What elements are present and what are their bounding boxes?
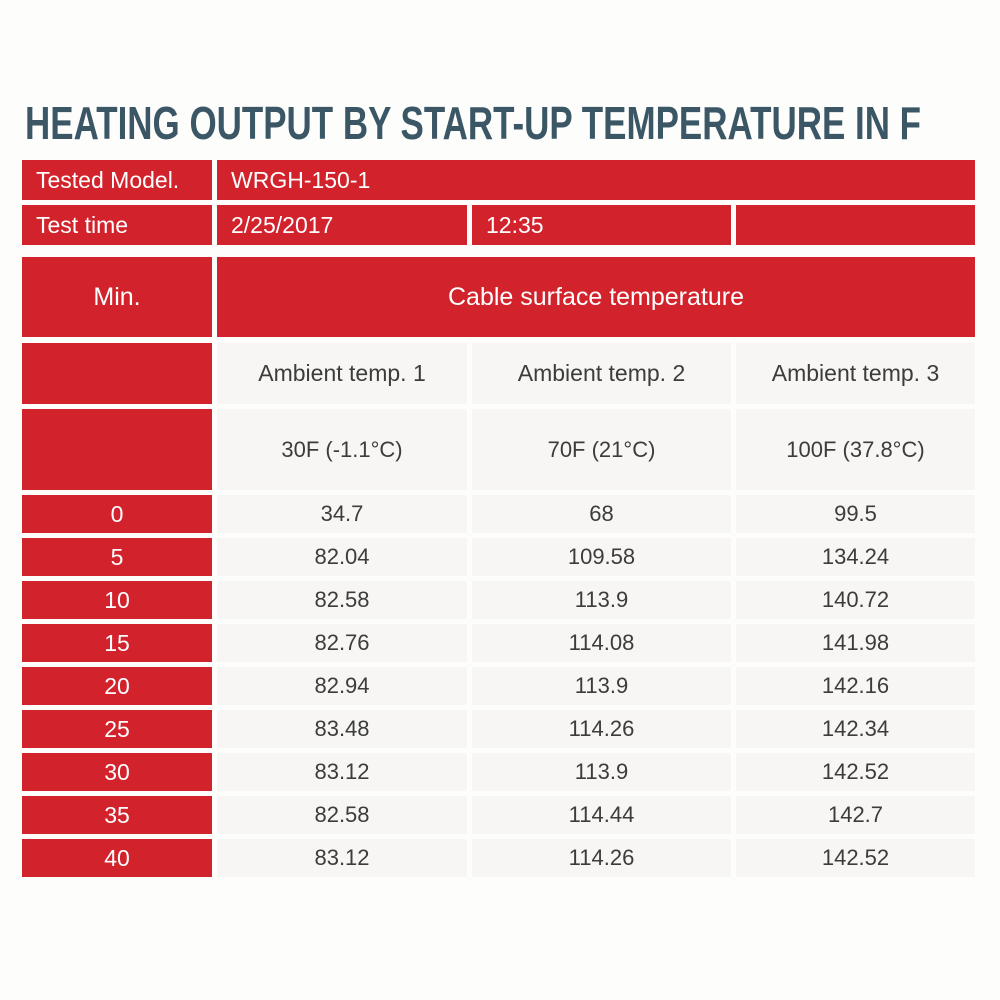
row-value: 34.7 bbox=[217, 495, 467, 533]
row-value: 109.58 bbox=[472, 538, 731, 576]
row-value: 113.9 bbox=[472, 667, 731, 705]
table-row: 35 82.58 114.44 142.7 bbox=[22, 796, 975, 834]
row-value: 134.24 bbox=[736, 538, 975, 576]
col-header-ambient-3: Ambient temp. 3 bbox=[736, 343, 975, 404]
table-row: 40 83.12 114.26 142.52 bbox=[22, 839, 975, 877]
row-min: 35 bbox=[22, 796, 212, 834]
row-min: 10 bbox=[22, 581, 212, 619]
min-spacer-cell-1 bbox=[22, 343, 212, 404]
table-row: 5 82.04 109.58 134.24 bbox=[22, 538, 975, 576]
row-value: 114.08 bbox=[472, 624, 731, 662]
col-subheader-30f: 30F (-1.1°C) bbox=[217, 409, 467, 490]
row-value: 82.58 bbox=[217, 581, 467, 619]
tested-model-label: Tested Model. bbox=[22, 160, 212, 200]
row-value: 99.5 bbox=[736, 495, 975, 533]
table-row: 25 83.48 114.26 142.34 bbox=[22, 710, 975, 748]
row-min: 5 bbox=[22, 538, 212, 576]
row-value: 68 bbox=[472, 495, 731, 533]
table-row: 10 82.58 113.9 140.72 bbox=[22, 581, 975, 619]
row-value: 114.26 bbox=[472, 710, 731, 748]
row-test-time: Test time 2/25/2017 12:35 bbox=[22, 205, 975, 245]
row-column-headers: Ambient temp. 1 Ambient temp. 2 Ambient … bbox=[22, 343, 975, 404]
heating-output-table: Tested Model. WRGH-150-1 Test time 2/25/… bbox=[22, 160, 975, 882]
col-header-ambient-2: Ambient temp. 2 bbox=[472, 343, 731, 404]
page-title: HEATING OUTPUT BY START-UP TEMPERATURE I… bbox=[25, 97, 922, 149]
col-subheader-70f: 70F (21°C) bbox=[472, 409, 731, 490]
row-value: 114.26 bbox=[472, 839, 731, 877]
row-tested-model: Tested Model. WRGH-150-1 bbox=[22, 160, 975, 200]
test-time-empty-cell bbox=[736, 205, 975, 245]
data-rows: 0 34.7 68 99.5 5 82.04 109.58 134.24 10 … bbox=[22, 495, 975, 877]
group-header: Cable surface temperature bbox=[217, 257, 975, 337]
table-row: 30 83.12 113.9 142.52 bbox=[22, 753, 975, 791]
row-value: 142.7 bbox=[736, 796, 975, 834]
test-time-label: Test time bbox=[22, 205, 212, 245]
row-min: 25 bbox=[22, 710, 212, 748]
table-row: 0 34.7 68 99.5 bbox=[22, 495, 975, 533]
row-min: 30 bbox=[22, 753, 212, 791]
row-value: 114.44 bbox=[472, 796, 731, 834]
tested-model-value: WRGH-150-1 bbox=[217, 160, 975, 200]
row-value: 113.9 bbox=[472, 581, 731, 619]
row-group-header: Min. Cable surface temperature bbox=[22, 257, 975, 337]
table-row: 15 82.76 114.08 141.98 bbox=[22, 624, 975, 662]
col-subheader-100f: 100F (37.8°C) bbox=[736, 409, 975, 490]
row-value: 83.12 bbox=[217, 753, 467, 791]
row-min: 0 bbox=[22, 495, 212, 533]
row-value: 113.9 bbox=[472, 753, 731, 791]
row-value: 83.12 bbox=[217, 839, 467, 877]
min-column-header: Min. bbox=[22, 257, 212, 337]
row-column-subheaders: 30F (-1.1°C) 70F (21°C) 100F (37.8°C) bbox=[22, 409, 975, 490]
row-min: 40 bbox=[22, 839, 212, 877]
row-value: 140.72 bbox=[736, 581, 975, 619]
row-value: 82.76 bbox=[217, 624, 467, 662]
row-value: 82.58 bbox=[217, 796, 467, 834]
row-value: 141.98 bbox=[736, 624, 975, 662]
table-row: 20 82.94 113.9 142.16 bbox=[22, 667, 975, 705]
row-min: 20 bbox=[22, 667, 212, 705]
row-value: 142.52 bbox=[736, 753, 975, 791]
min-spacer-cell-2 bbox=[22, 409, 212, 490]
row-value: 83.48 bbox=[217, 710, 467, 748]
row-value: 142.52 bbox=[736, 839, 975, 877]
row-value: 82.94 bbox=[217, 667, 467, 705]
test-date-value: 2/25/2017 bbox=[217, 205, 467, 245]
row-value: 142.34 bbox=[736, 710, 975, 748]
col-header-ambient-1: Ambient temp. 1 bbox=[217, 343, 467, 404]
row-value: 82.04 bbox=[217, 538, 467, 576]
row-value: 142.16 bbox=[736, 667, 975, 705]
test-clock-value: 12:35 bbox=[472, 205, 731, 245]
row-min: 15 bbox=[22, 624, 212, 662]
